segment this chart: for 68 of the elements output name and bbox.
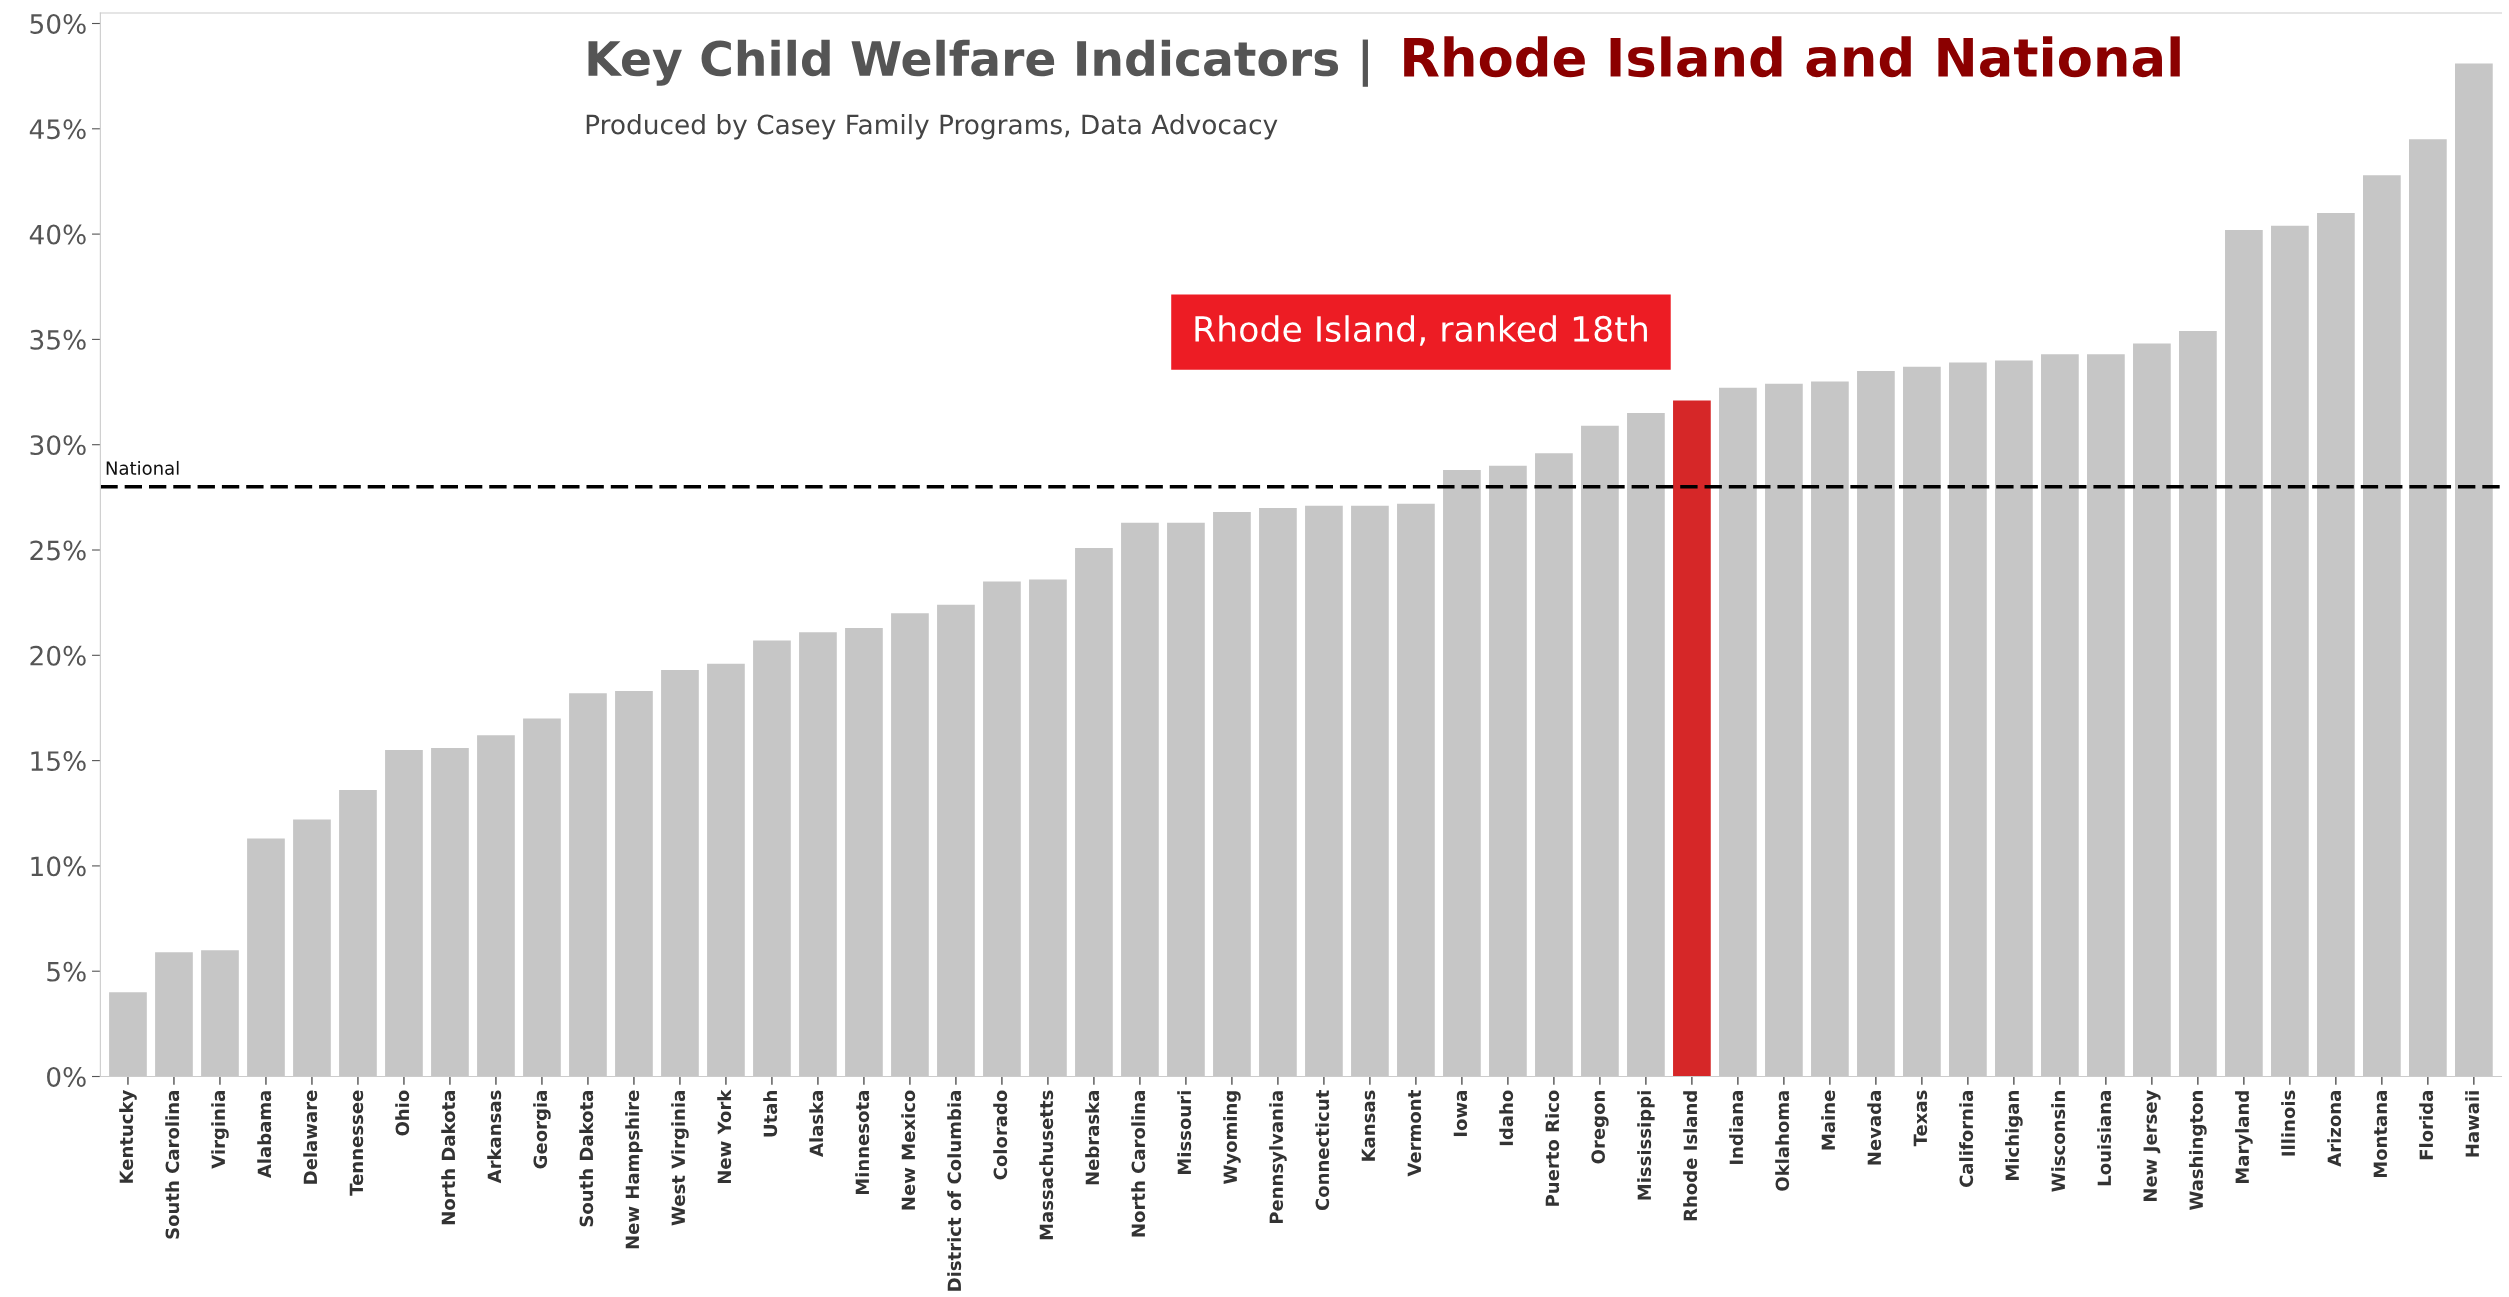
x-tick-label: North Carolina	[1131, 1091, 1146, 1237]
y-tick-label: 45%	[29, 119, 86, 140]
chart-title: Key Child Welfare Indicators | Rhode Island and National	[588, 36, 2180, 87]
x-tick-label: Montana	[2373, 1091, 2388, 1178]
text: Produced by Casey Family Programs, Data Advocacy	[586, 114, 1278, 140]
x-tick-label: Nevada	[1867, 1091, 1882, 1165]
x-tick-label: Minnesota	[855, 1091, 870, 1195]
y-tick-label: 40%	[29, 224, 86, 245]
x-tick-label: Iowa	[1453, 1091, 1468, 1137]
x-tick-label: Oklahoma	[1775, 1091, 1790, 1191]
x-tick-label: Puerto Rico	[1545, 1090, 1560, 1206]
x-tick-label: Massachusetts	[1039, 1090, 1054, 1240]
x-tick-label: Maryland	[2235, 1091, 2253, 1184]
x-tick-label: Florida	[2419, 1091, 2434, 1160]
x-tick-label: Texas	[1913, 1090, 1928, 1147]
x-tick-label: California	[1959, 1091, 1974, 1188]
x-tick-label: Indiana	[1729, 1091, 1744, 1164]
x-tick-label: Arkansas	[487, 1090, 502, 1184]
x-tick-label: Mississippi	[1637, 1091, 1655, 1200]
x-tick-label: Illinois	[2281, 1090, 2296, 1156]
y-tick-label: 25%	[30, 540, 86, 561]
x-tick-label: Wisconsin	[2051, 1091, 2066, 1192]
x-tick-label: District of Columbia	[947, 1091, 962, 1291]
x-tick-label: Oregon	[1591, 1091, 1609, 1164]
annotation: Rhode Island, ranked 18th	[1195, 315, 1647, 346]
x-tick-label: South Dakota	[579, 1091, 594, 1227]
x-tick-label: Arizona	[2327, 1091, 2342, 1167]
x-tick-label: Alaska	[809, 1091, 824, 1157]
y-tick-label: 20%	[30, 645, 86, 666]
y-tick-label: 50%	[30, 13, 86, 34]
x-tick-label: Connecticut	[1315, 1090, 1330, 1211]
x-tick-label: Virginia	[211, 1091, 229, 1169]
x-tick-label: West Virginia	[671, 1091, 689, 1226]
y-tick-label: 5%	[47, 961, 86, 982]
x-tick-label: New Jersey	[2143, 1090, 2161, 1201]
x-tick-label: Maine	[1821, 1090, 1836, 1150]
x-tick-label: Georgia	[533, 1091, 551, 1169]
x-tick-label: Kentucky	[119, 1090, 137, 1183]
y-tick-label: 35%	[30, 329, 86, 350]
x-tick-label: Utah	[763, 1091, 778, 1137]
x-tick-label: Wyoming	[1223, 1091, 1241, 1185]
x-tick-label: Ohio	[395, 1090, 410, 1136]
x-tick-label: Missouri	[1177, 1091, 1192, 1175]
x-tick-label: Tennessee	[349, 1090, 364, 1196]
x-tick-label: Alabama	[257, 1091, 272, 1179]
y-tick-label: 30%	[30, 435, 86, 456]
x-tick-label: New Mexico	[901, 1090, 916, 1210]
x-tick-label: Washington	[2189, 1091, 2207, 1211]
ref-line-label: National	[106, 460, 179, 475]
x-tick-label: Delaware	[303, 1090, 318, 1184]
y-tick-label: 15%	[31, 751, 86, 772]
x-tick-label: North Dakota	[441, 1091, 456, 1225]
x-tick-label: Nebraska	[1085, 1091, 1100, 1185]
y-tick-label: 10%	[31, 856, 86, 877]
x-tick-label: Idaho	[1499, 1090, 1514, 1146]
x-tick-label: South Carolina	[165, 1091, 180, 1239]
bar	[1673, 400, 1711, 1077]
x-tick-label: Vermont	[1407, 1090, 1422, 1177]
x-tick-label: Hawaii	[2465, 1091, 2480, 1157]
x-tick-label: Pennsylvania	[1269, 1091, 1287, 1224]
x-tick-label: New York	[717, 1089, 732, 1184]
x-tick-label: Rhode Island	[1683, 1091, 1698, 1221]
x-tick-label: Kansas	[1361, 1090, 1376, 1161]
x-tick-label: Louisiana	[2097, 1091, 2112, 1186]
x-tick-label: Colorado	[993, 1090, 1008, 1180]
y-tick-label: 0%	[47, 1066, 86, 1087]
x-tick-label: New Hampshire	[625, 1090, 643, 1249]
x-tick-label: Michigan	[2005, 1091, 2023, 1180]
